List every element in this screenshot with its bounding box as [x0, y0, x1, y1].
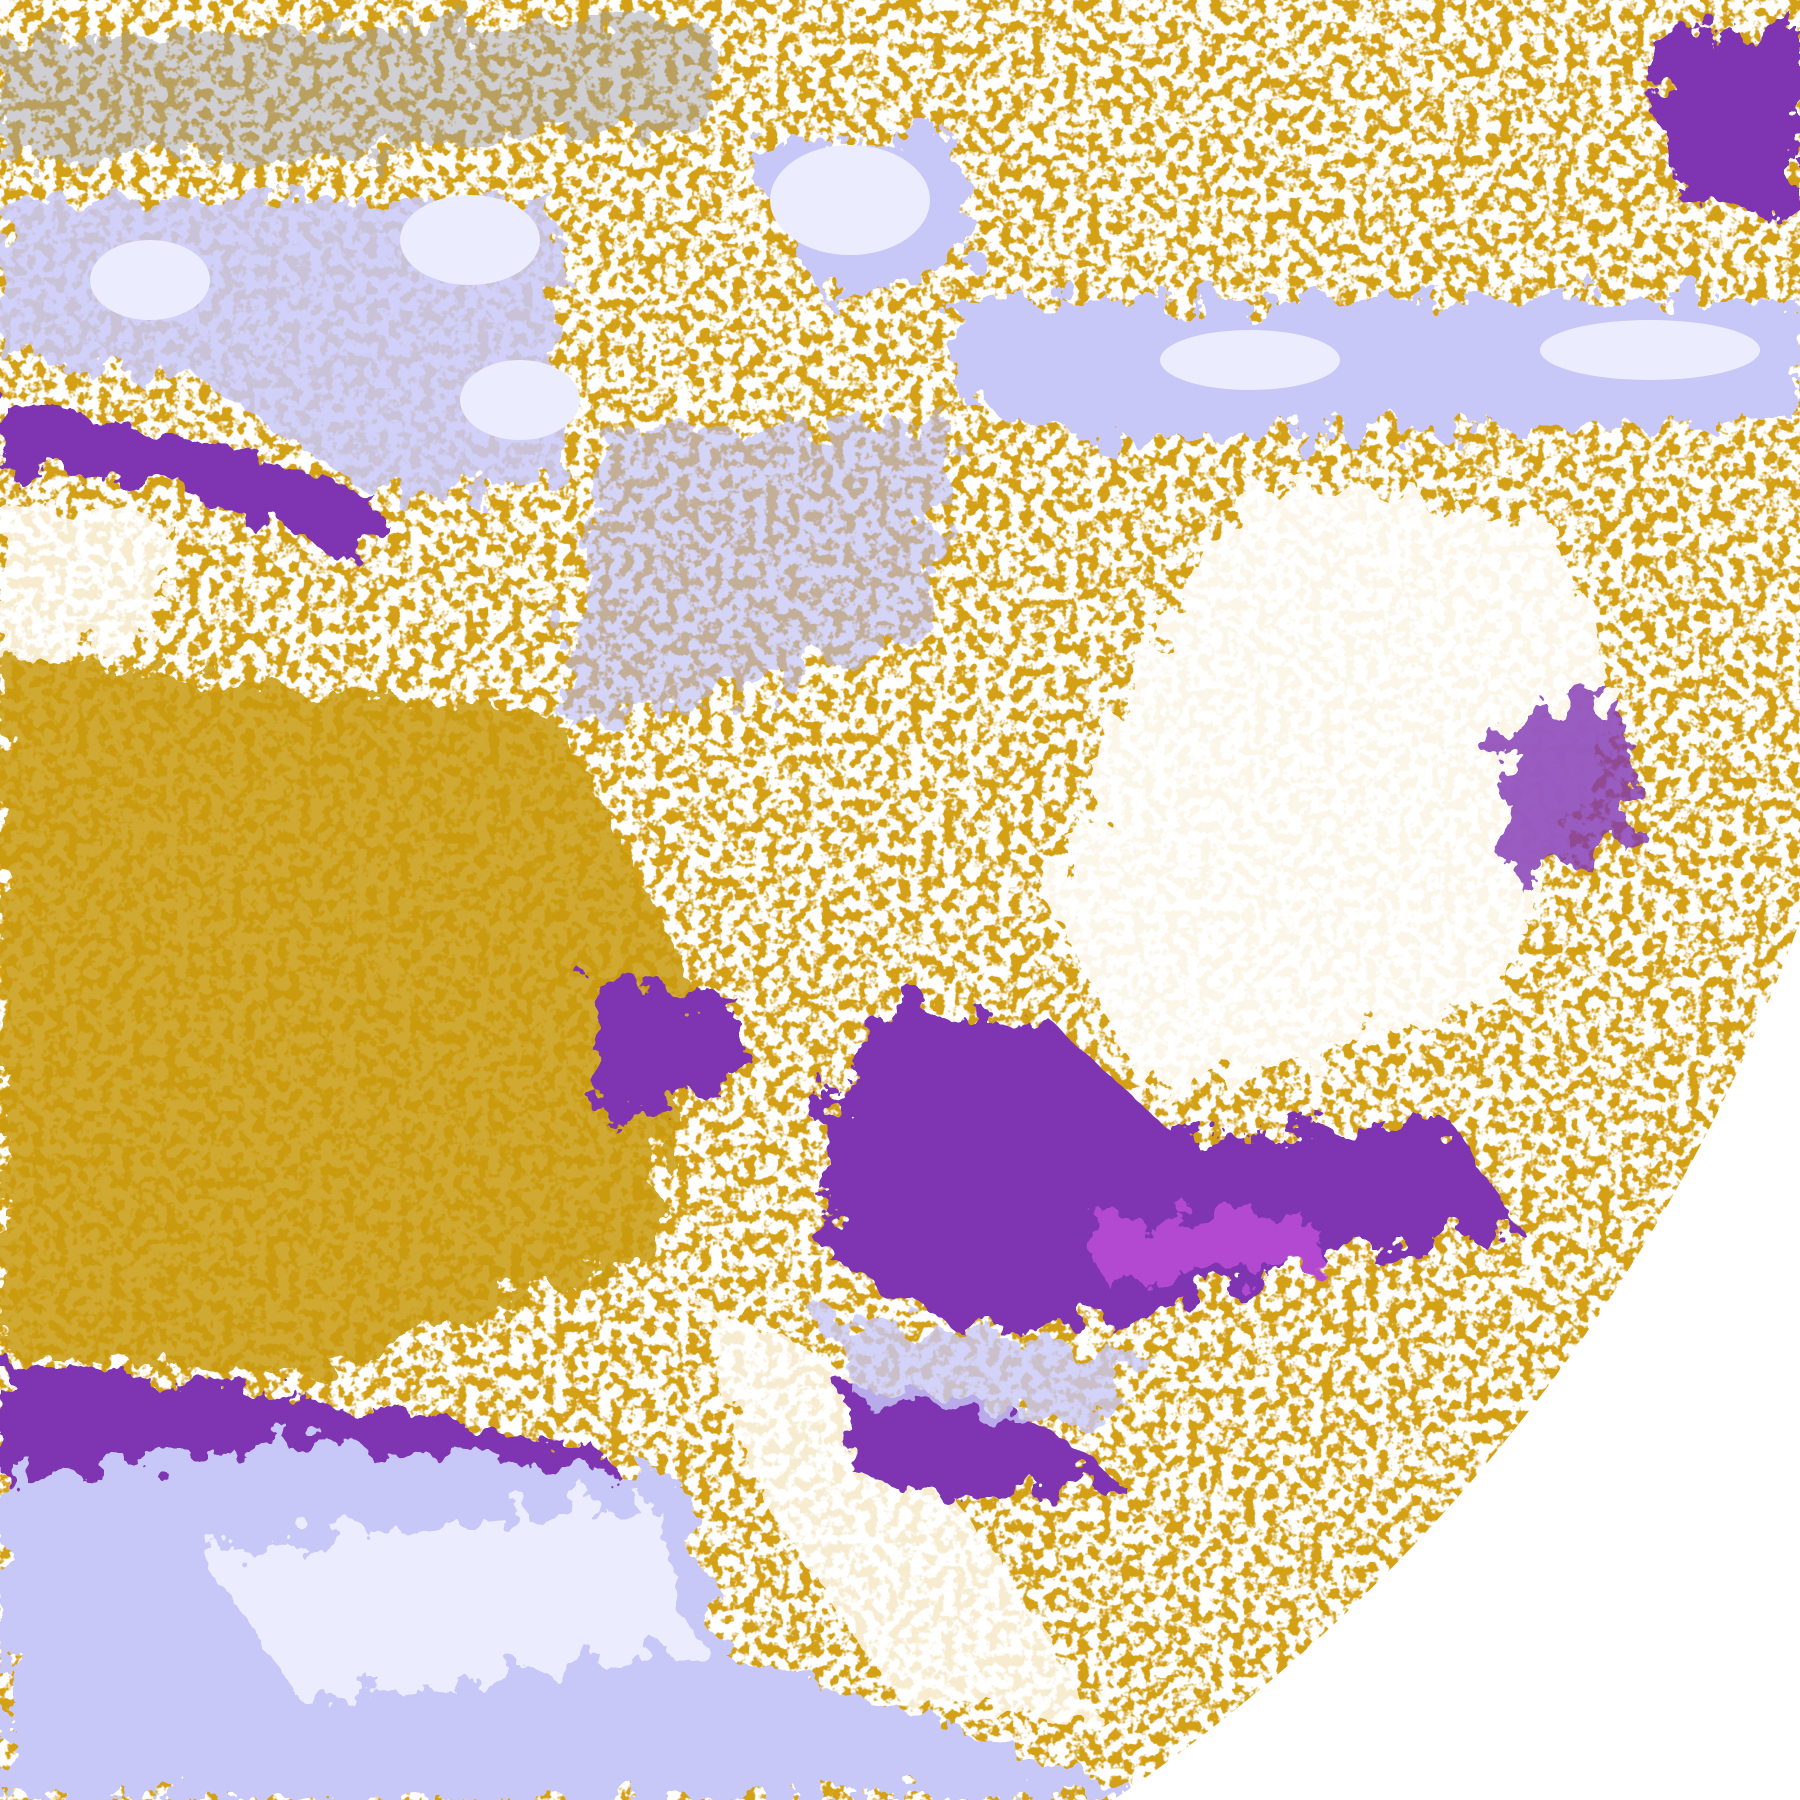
- clear-region: [700, 1300, 1100, 1720]
- high-cloud-region: [820, 1320, 1150, 1420]
- purple-region: [1650, 20, 1800, 220]
- magenta-region: [1080, 1210, 1320, 1280]
- clear-region: [1050, 480, 1620, 1100]
- dense-gold-region: [0, 650, 700, 1380]
- high-cloud-region: [560, 420, 960, 720]
- purple-region: [590, 980, 740, 1120]
- purple-region: [820, 1000, 1520, 1330]
- purple-region: [0, 400, 380, 560]
- southern-cloud-core: [200, 1500, 700, 1700]
- purple-region: [1500, 700, 1640, 880]
- purple-region: [840, 1380, 1120, 1500]
- clear-region: [0, 500, 180, 660]
- cloud-regions: [0, 20, 1800, 1800]
- gray-cloud-region: [0, 20, 720, 160]
- cloud-cores: [90, 145, 1760, 440]
